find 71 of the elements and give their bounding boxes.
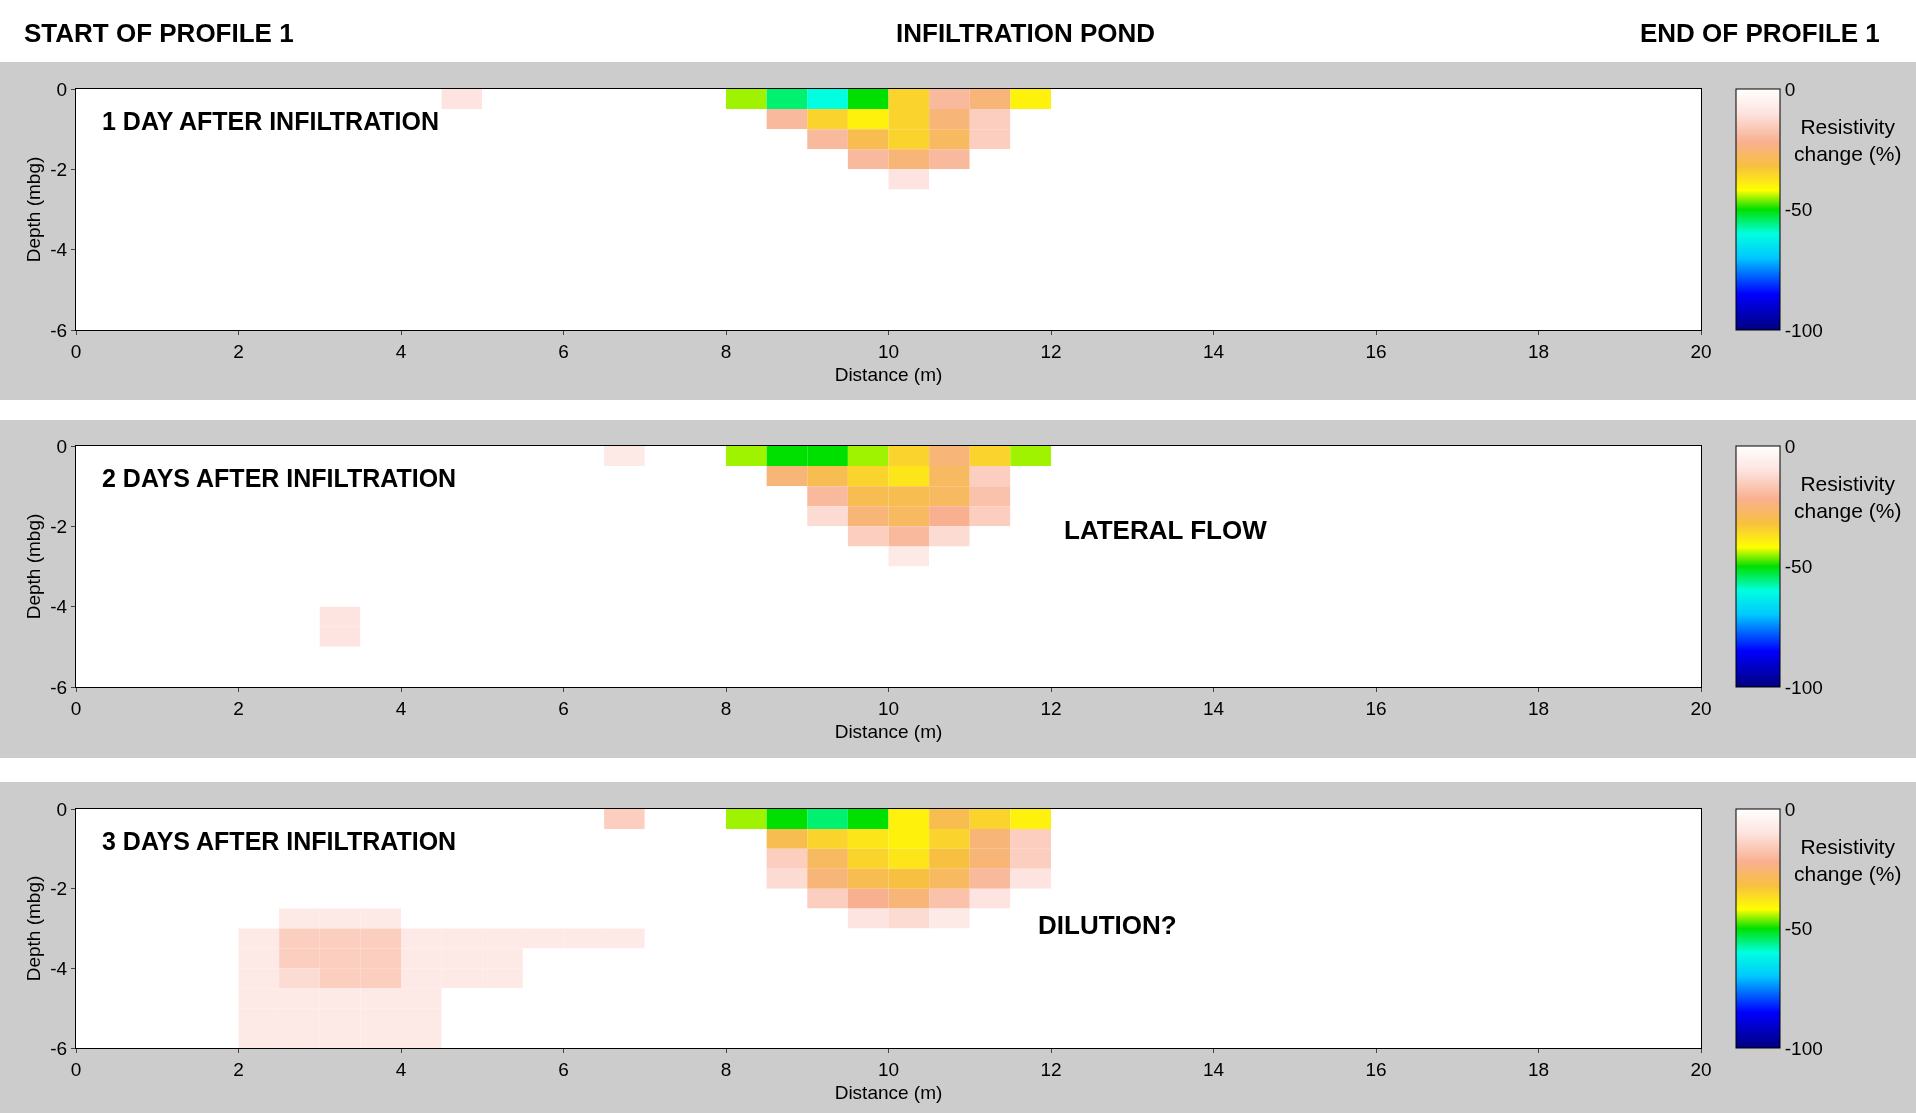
x-tick-label: 12: [1040, 1058, 1062, 1080]
x-tick-label: 4: [395, 697, 407, 719]
x-tick-label: 2: [233, 340, 244, 362]
text: 2 DAYS AFTER INFILTRATION: [102, 464, 457, 492]
color-bar-label: -100: [1784, 676, 1823, 698]
x-tick-label: 8: [720, 340, 732, 362]
x-tick-label: 20: [1690, 340, 1712, 362]
x-tick-label: 14: [1202, 340, 1225, 362]
text: START OF PROFILE 1: [24, 18, 294, 48]
color-bar-title: Resistivity change (%): [1794, 472, 1902, 523]
x-tick-label: 18: [1527, 697, 1550, 719]
annotation: LATERAL FLOW: [1064, 515, 1268, 545]
x-axis-title: Distance (m): [834, 720, 943, 742]
x-tick-label: 14: [1202, 1058, 1225, 1080]
y-tick-label: -4: [50, 596, 68, 618]
x-tick-label: 4: [395, 1058, 407, 1080]
x-tick-label: 2: [233, 1058, 244, 1080]
y-axis-title: Depth (mbg): [23, 156, 45, 263]
x-tick-label: 6: [558, 697, 569, 719]
color-bar-label: -50: [1784, 199, 1813, 221]
color-bar-title: Resistivity change (%): [1794, 115, 1902, 166]
color-bar-label: 0: [1784, 78, 1796, 100]
x-tick-label: 10: [877, 1058, 900, 1080]
x-tick-label: 6: [558, 1058, 569, 1080]
y-tick-label: -6: [50, 319, 68, 341]
y-tick-label: -2: [50, 158, 68, 180]
y-tick-label: -6: [50, 1037, 68, 1059]
color-bar-label: 0: [1784, 798, 1796, 820]
text: END OF PROFILE 1: [1640, 18, 1880, 48]
x-tick-label: 10: [877, 340, 900, 362]
x-axis-title: Distance (m): [834, 363, 943, 385]
x-tick-label: 8: [720, 1058, 732, 1080]
text: INFILTRATION POND: [896, 18, 1156, 48]
x-tick-label: 6: [558, 340, 569, 362]
y-tick-label: -2: [50, 878, 68, 900]
color-bar-title: Resistivity change (%): [1794, 835, 1902, 886]
x-tick-label: 16: [1365, 340, 1387, 362]
x-tick-label: 18: [1527, 340, 1550, 362]
x-tick-label: 10: [877, 697, 900, 719]
x-tick-label: 4: [395, 340, 407, 362]
text: 1 DAY AFTER INFILTRATION: [102, 107, 440, 135]
x-tick-label: 8: [720, 697, 732, 719]
x-tick-label: 12: [1040, 340, 1062, 362]
x-tick-label: 0: [70, 697, 82, 719]
x-tick-label: 16: [1365, 1058, 1387, 1080]
annotation: DILUTION?: [1038, 910, 1177, 940]
x-tick-label: 2: [233, 697, 244, 719]
y-tick-label: -6: [50, 676, 68, 698]
y-tick-label: 0: [56, 798, 68, 820]
x-tick-label: 20: [1690, 697, 1712, 719]
y-tick-label: -2: [50, 515, 68, 537]
x-tick-label: 14: [1202, 697, 1225, 719]
y-axis-title: Depth (mbg): [23, 513, 45, 620]
x-tick-label: 0: [70, 1058, 82, 1080]
color-bar-label: -100: [1784, 1037, 1823, 1059]
x-tick-label: 0: [70, 340, 82, 362]
x-tick-label: 20: [1690, 1058, 1712, 1080]
x-tick-label: 16: [1365, 697, 1387, 719]
y-tick-label: -4: [50, 239, 68, 261]
x-tick-label: 18: [1527, 1058, 1550, 1080]
y-tick-label: -4: [50, 957, 68, 979]
color-bar-label: -100: [1784, 319, 1823, 341]
x-axis-title: Distance (m): [834, 1081, 943, 1103]
y-tick-label: 0: [56, 435, 68, 457]
text: 3 DAYS AFTER INFILTRATION: [102, 827, 457, 855]
color-bar-label: 0: [1784, 435, 1796, 457]
x-tick-label: 12: [1040, 697, 1062, 719]
y-axis-title: Depth (mbg): [23, 875, 45, 982]
color-bar-label: -50: [1784, 918, 1813, 940]
y-tick-label: 0: [56, 78, 68, 100]
color-bar-label: -50: [1784, 556, 1813, 578]
